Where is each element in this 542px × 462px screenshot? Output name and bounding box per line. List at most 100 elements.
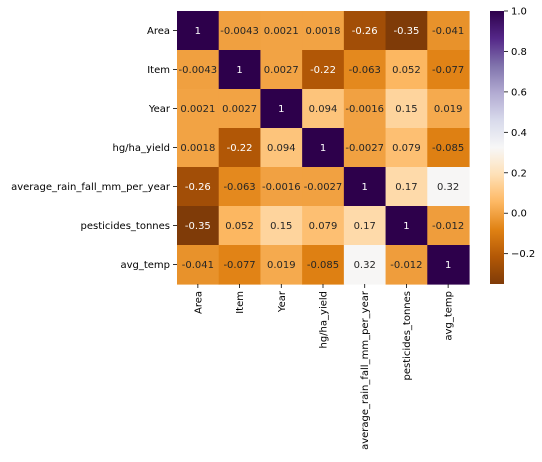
cell-value-label: -0.077 (223, 260, 255, 271)
cell-value-label: -0.063 (223, 182, 255, 193)
cell-value-label: 0.019 (434, 104, 463, 115)
cell-value-label: 0.0018 (180, 143, 215, 154)
heatmap-cell (427, 167, 470, 207)
heatmap-cell (177, 11, 220, 51)
heatmap-cell (177, 206, 220, 246)
heatmap-cell (302, 128, 345, 168)
cell-value-label: -0.22 (310, 65, 336, 76)
heatmap-cell (427, 11, 470, 51)
cell-value-label: 0.0027 (264, 65, 299, 76)
heatmap-cell (343, 89, 387, 129)
cell-value-label: 1 (278, 104, 284, 115)
cell-value-label: -0.085 (432, 143, 464, 154)
cell-value-label: 0.0027 (222, 104, 257, 115)
heatmap-cell (385, 89, 428, 129)
row-label: Item (147, 65, 170, 76)
cell-value-label: -0.0043 (179, 65, 218, 76)
column-label: average_rain_fall_mm_per_year (360, 290, 371, 450)
cell-value-label: 1 (320, 143, 326, 154)
colorbar-tick-label: 0.2 (511, 168, 527, 179)
colorbar-tick-label: 0.4 (511, 128, 527, 139)
heatmap-cell (260, 167, 303, 207)
cell-value-label: 1 (236, 65, 242, 76)
heatmap-cell (302, 89, 345, 129)
row-label: Year (148, 104, 171, 115)
cell-value-label: -0.012 (390, 260, 422, 271)
heatmap-cell (260, 50, 303, 90)
cell-value-label: 0.32 (437, 182, 459, 193)
heatmap-cell (427, 245, 470, 285)
heatmap-cell (218, 245, 262, 285)
heatmap-cell (343, 128, 387, 168)
cell-value-label: 1 (445, 260, 451, 271)
heatmap-cell (385, 206, 428, 246)
row-labels: Area Item Year hg/ha_yield average_rain_fall… (11, 26, 177, 271)
row-label: avg_temp (120, 260, 170, 271)
cell-value-label: 0.079 (392, 143, 421, 154)
heatmap-cell (343, 11, 387, 51)
cell-value-label: 0.0018 (306, 26, 341, 37)
heatmap-cell (302, 50, 345, 90)
heatmap-cell (427, 50, 470, 90)
heatmap-cell (427, 128, 470, 168)
cell-value-label: 1 (403, 221, 409, 232)
column-label: Area (193, 291, 204, 314)
colorbar-gradient (490, 11, 504, 284)
cell-value-label: -0.041 (182, 260, 214, 271)
heatmap-cell (385, 167, 428, 207)
cell-value-label: -0.0016 (262, 182, 301, 193)
cell-value-label: -0.041 (432, 26, 464, 37)
heatmap-cell (260, 128, 303, 168)
cell-value-label: 0.17 (354, 221, 376, 232)
cell-value-label: 0.17 (395, 182, 417, 193)
heatmap-cell (218, 50, 262, 90)
colorbar-tick-label: 0.6 (511, 87, 527, 98)
heatmap-cell (218, 128, 262, 168)
heatmap-cell (260, 245, 303, 285)
cell-value-label: -0.0027 (345, 143, 384, 154)
cell-value-label: -0.085 (307, 260, 339, 271)
cell-value-label: -0.26 (352, 26, 378, 37)
heatmap-cell (343, 167, 387, 207)
cell-value-label: -0.35 (185, 221, 211, 232)
row-label: Area (147, 26, 170, 37)
cell-value-label: 0.0021 (264, 26, 299, 37)
cell-value-label: 1 (195, 26, 201, 37)
heatmap-cell (385, 50, 428, 90)
cell-value-label: 0.15 (270, 221, 292, 232)
heatmap-cell (385, 245, 428, 285)
cell-value-label: -0.35 (393, 26, 419, 37)
heatmap-cell (218, 206, 262, 246)
cell-value-label: 0.094 (267, 143, 296, 154)
heatmap-cell (343, 50, 387, 90)
cell-value-label: -0.0016 (345, 104, 384, 115)
heatmap-cell (218, 167, 262, 207)
heatmap-cell (218, 89, 262, 129)
cell-value-label: 1 (362, 182, 368, 193)
cell-value-label: 0.0021 (180, 104, 215, 115)
cell-value-label: 0.052 (225, 221, 254, 232)
cell-value-label: 0.15 (395, 104, 417, 115)
cell-value-label: 0.094 (309, 104, 338, 115)
heatmap-cell (343, 245, 387, 285)
colorbar-tick-label: −0.2 (511, 249, 535, 260)
heatmap-cell (302, 11, 345, 51)
heatmap-cell (177, 128, 220, 168)
heatmap-cell (260, 11, 303, 51)
heatmap-cell (385, 128, 428, 168)
column-label: Year (277, 290, 288, 313)
row-label: pesticides_tonnes (81, 221, 170, 232)
heatmap-cell (177, 167, 220, 207)
colorbar-tick-label: 0.8 (511, 47, 527, 58)
heatmap-cell (343, 206, 387, 246)
cell-value-label: 0.079 (309, 221, 338, 232)
heatmap-cell (218, 11, 262, 51)
heatmap-cell (177, 245, 220, 285)
cell-value-label: -0.0027 (304, 182, 343, 193)
cell-value-label: -0.077 (432, 65, 464, 76)
heatmap-cell (427, 89, 470, 129)
colorbar-tick-label: 1.0 (511, 7, 527, 18)
colorbar-tick-label: 0.0 (511, 209, 527, 220)
colorbar: −0.2 0.0 0.2 0.4 0.6 0.8 1.0 (490, 7, 535, 284)
